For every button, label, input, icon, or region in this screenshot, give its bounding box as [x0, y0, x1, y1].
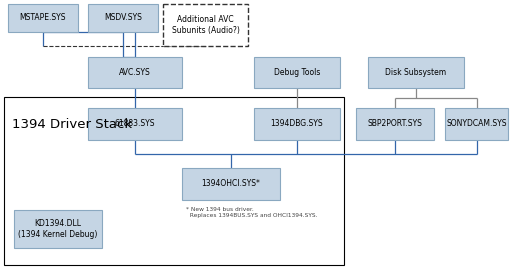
Bar — [356, 108, 434, 140]
Bar — [14, 210, 102, 248]
Bar — [368, 57, 464, 88]
Bar — [182, 168, 280, 200]
Text: 1394DBG.SYS: 1394DBG.SYS — [271, 119, 323, 129]
Bar — [8, 4, 78, 32]
Text: KD1394.DLL
(1394 Kernel Debug): KD1394.DLL (1394 Kernel Debug) — [18, 219, 98, 239]
Bar — [88, 57, 182, 88]
Bar — [88, 108, 182, 140]
Text: Debug Tools: Debug Tools — [274, 68, 320, 77]
Text: AVC.SYS: AVC.SYS — [119, 68, 151, 77]
Text: 61883.SYS: 61883.SYS — [115, 119, 155, 129]
Text: Additional AVC
Subunits (Audio?): Additional AVC Subunits (Audio?) — [172, 15, 240, 35]
Bar — [254, 108, 340, 140]
Text: 1394 Driver Stack: 1394 Driver Stack — [12, 118, 132, 131]
Bar — [4, 97, 344, 265]
Bar — [254, 57, 340, 88]
Text: SONYDCAM.SYS: SONYDCAM.SYS — [446, 119, 507, 129]
Text: Disk Subsystem: Disk Subsystem — [386, 68, 446, 77]
Bar — [163, 4, 248, 46]
Bar — [88, 4, 158, 32]
Text: * New 1394 bus driver.
  Replaces 1394BUS.SYS and OHCI1394.SYS.: * New 1394 bus driver. Replaces 1394BUS.… — [186, 207, 317, 218]
Bar — [445, 108, 508, 140]
Text: MSTAPE.SYS: MSTAPE.SYS — [20, 13, 66, 23]
Text: SBP2PORT.SYS: SBP2PORT.SYS — [368, 119, 422, 129]
Text: 1394OHCI.SYS*: 1394OHCI.SYS* — [202, 179, 261, 189]
Text: MSDV.SYS: MSDV.SYS — [104, 13, 142, 23]
